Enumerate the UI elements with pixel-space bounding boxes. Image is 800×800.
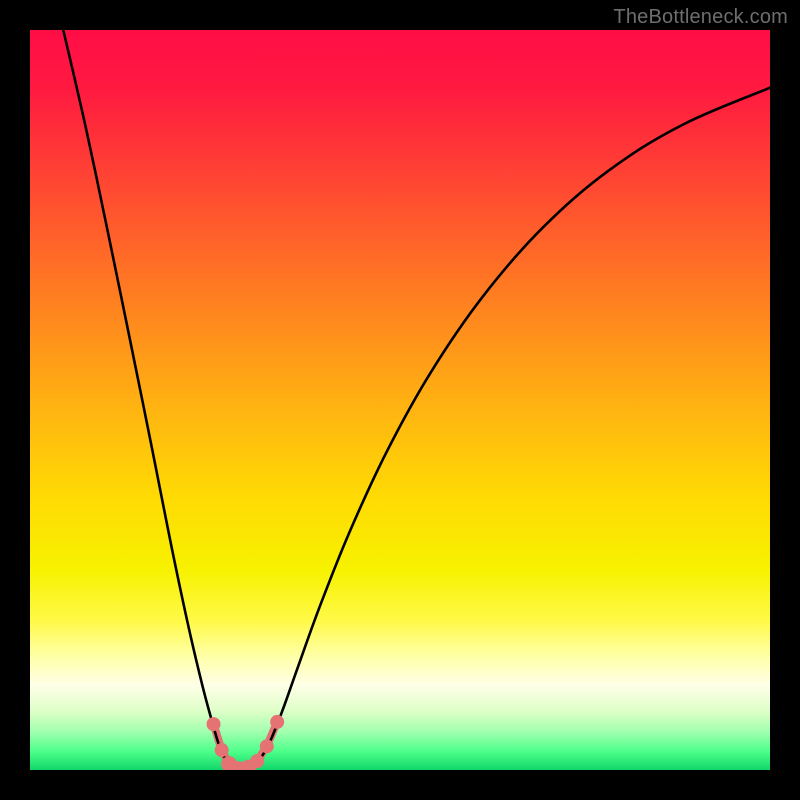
watermark-text: TheBottleneck.com	[613, 6, 788, 29]
marker-dot	[270, 715, 284, 729]
marker-dot	[215, 743, 229, 757]
marker-dot	[207, 717, 221, 731]
bottleneck-chart	[0, 0, 800, 800]
chart-stage: TheBottleneck.com	[0, 0, 800, 800]
marker-dot	[250, 754, 264, 768]
marker-dot	[260, 739, 274, 753]
